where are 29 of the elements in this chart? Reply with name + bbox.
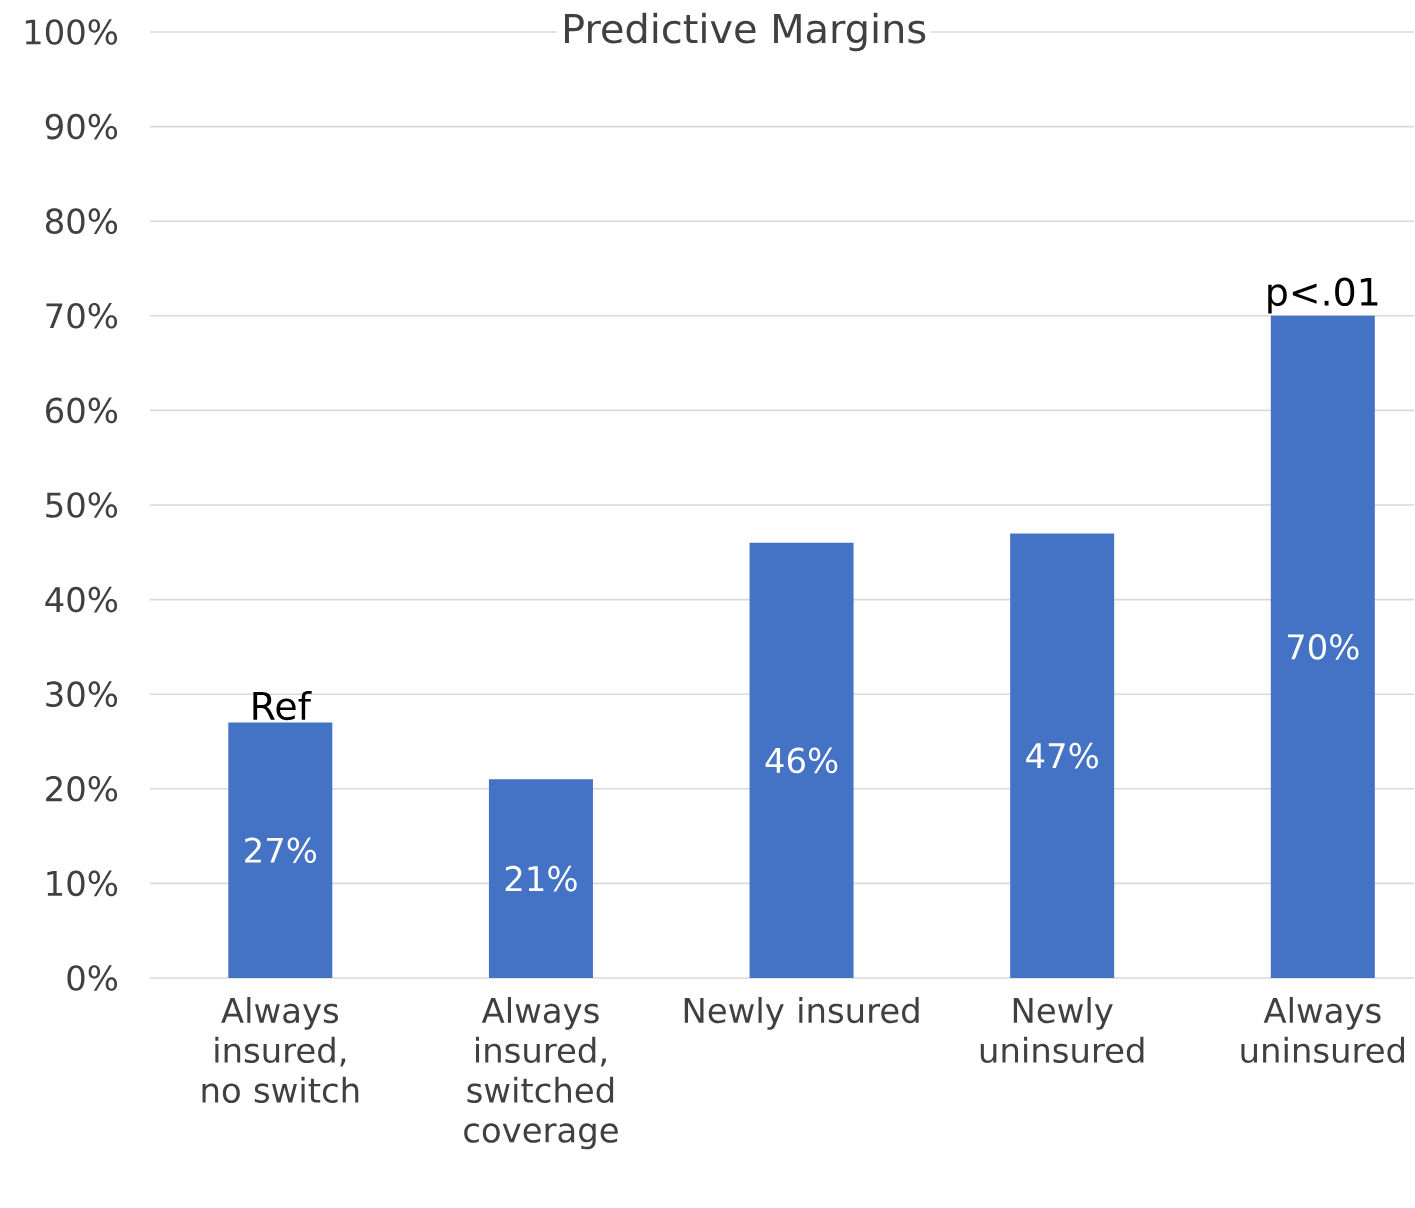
y-tick-label: 40% (45, 586, 118, 613)
data-label: 47% (1026, 742, 1098, 769)
annotation: Ref (253, 690, 312, 721)
data-label: 70% (1287, 634, 1359, 660)
y-tick-label: 70% (46, 302, 118, 329)
data-label: 27% (245, 837, 317, 864)
x-tick-label: Always insured, no switch (202, 997, 359, 1103)
chart-title: Predictive Margins (565, 12, 926, 52)
data-label: 46% (765, 747, 838, 774)
bar (488, 779, 593, 978)
y-tick-label: 90% (45, 113, 118, 140)
annotation: p<.01 (1268, 277, 1378, 314)
x-tick-label: Newly uninsured (980, 997, 1144, 1064)
bar (228, 722, 333, 978)
y-tick-label: 100% (25, 19, 118, 45)
data-label: 21% (505, 865, 577, 892)
y-tick-label: 30% (46, 681, 118, 707)
x-tick-label: Newly insured (684, 997, 919, 1030)
bar (749, 542, 854, 978)
bar (1010, 533, 1115, 978)
y-tick-label: 60% (46, 397, 118, 424)
y-tick-label: 10% (47, 870, 118, 897)
x-tick-label: Always uninsured (1241, 997, 1405, 1064)
y-tick-label: 0% (67, 965, 118, 991)
y-tick-label: 50% (46, 492, 118, 518)
y-tick-label: 20% (46, 775, 118, 802)
y-tick-label: 80% (45, 208, 118, 234)
x-tick-label: Always insured, switched coverage (464, 997, 618, 1150)
bar (1270, 315, 1375, 978)
